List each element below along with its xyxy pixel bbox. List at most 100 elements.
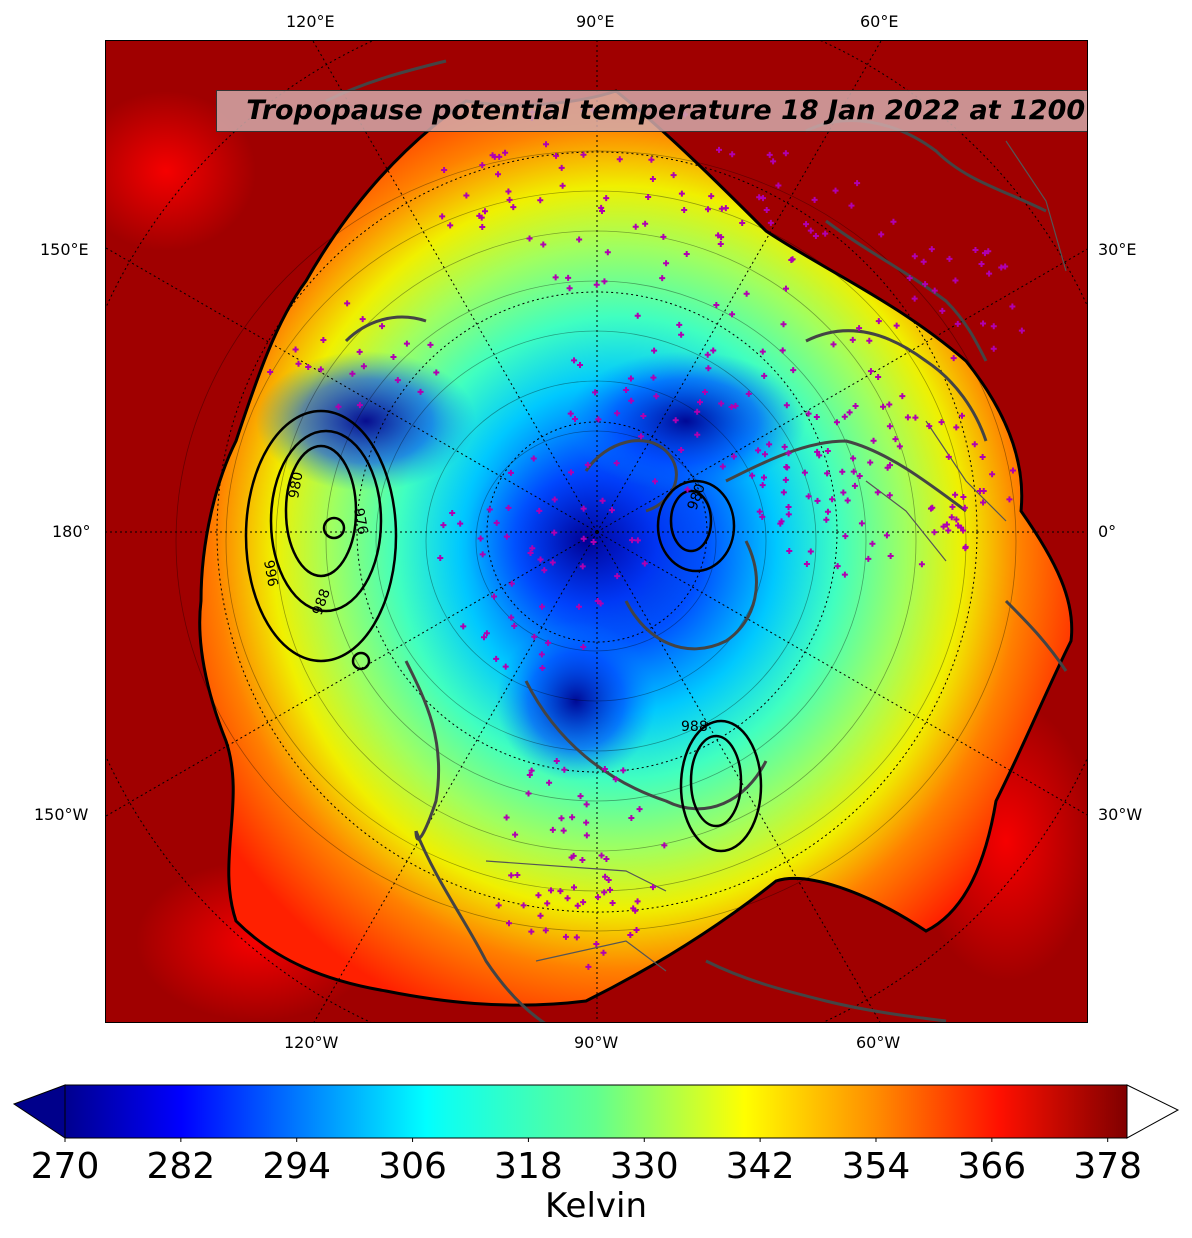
plus-marker-icon xyxy=(537,912,544,919)
plus-marker-icon xyxy=(539,603,546,610)
plus-marker-icon xyxy=(447,222,454,229)
plus-marker-icon xyxy=(1006,496,1013,503)
plus-marker-icon xyxy=(379,323,386,330)
plus-marker-icon xyxy=(602,873,609,880)
plus-marker-icon xyxy=(531,633,538,640)
plus-marker-icon xyxy=(931,529,938,536)
plus-marker-icon xyxy=(506,196,513,203)
plus-marker-icon xyxy=(528,928,535,935)
plus-marker-icon xyxy=(653,393,660,400)
plus-marker-icon xyxy=(478,214,485,221)
lon-label-bottom: 120°W xyxy=(284,1033,339,1052)
plus-marker-icon xyxy=(627,375,634,382)
plus-marker-icon xyxy=(851,482,858,489)
plus-marker-icon xyxy=(834,563,841,570)
plus-marker-icon xyxy=(986,270,993,277)
lon-label-bottom: 60°W xyxy=(856,1033,901,1052)
plus-marker-icon xyxy=(590,539,597,546)
plus-marker-icon xyxy=(705,365,712,372)
plus-marker-icon xyxy=(491,593,498,600)
plus-marker-icon xyxy=(955,522,962,529)
plus-marker-icon xyxy=(440,522,447,529)
plus-marker-icon xyxy=(580,899,587,906)
plus-marker-icon xyxy=(360,363,367,370)
plus-marker-icon xyxy=(633,926,640,933)
plus-marker-icon xyxy=(844,497,851,504)
plus-marker-icon xyxy=(979,453,986,460)
plus-marker-icon xyxy=(906,275,913,282)
plus-marker-icon xyxy=(824,508,831,515)
plus-marker-icon xyxy=(574,902,581,909)
plus-marker-icon xyxy=(759,348,766,355)
plus-marker-icon xyxy=(538,651,545,658)
plus-marker-icon xyxy=(785,504,792,511)
plus-marker-icon xyxy=(684,486,691,493)
plus-marker-icon xyxy=(612,776,619,783)
plus-marker-icon xyxy=(439,213,446,220)
plus-marker-icon xyxy=(571,884,578,891)
plus-marker-icon xyxy=(943,521,950,528)
plus-marker-icon xyxy=(998,264,1005,271)
plus-marker-icon xyxy=(713,301,720,308)
plus-marker-icon xyxy=(715,232,722,239)
plus-marker-icon xyxy=(805,410,812,417)
plus-marker-icon xyxy=(887,462,894,469)
plus-marker-icon xyxy=(929,504,936,511)
plus-marker-icon xyxy=(344,300,351,307)
plus-marker-icon xyxy=(940,523,947,530)
plus-marker-icon xyxy=(620,767,627,774)
plus-marker-icon xyxy=(893,322,900,329)
plus-marker-icon xyxy=(601,766,608,773)
lon-label-right: 0° xyxy=(1098,522,1117,541)
plus-marker-icon xyxy=(694,431,701,438)
plus-marker-icon xyxy=(1018,327,1025,334)
plus-marker-icon xyxy=(483,630,490,637)
plus-marker-icon xyxy=(449,509,456,516)
plus-marker-icon xyxy=(632,907,639,914)
plus-marker-icon xyxy=(745,390,752,397)
plus-marker-icon xyxy=(870,437,877,444)
plus-marker-icon xyxy=(508,580,515,587)
plus-marker-icon xyxy=(320,336,327,343)
plus-marker-icon xyxy=(335,403,342,410)
plus-marker-icon xyxy=(858,520,865,527)
plus-marker-icon xyxy=(576,236,583,243)
plus-marker-icon xyxy=(585,963,592,970)
plus-marker-icon xyxy=(718,234,725,241)
plus-marker-icon xyxy=(918,561,925,568)
colorbar-tick-label: 306 xyxy=(378,1146,447,1187)
plus-marker-icon xyxy=(780,489,787,496)
plus-marker-icon xyxy=(766,441,773,448)
plus-marker-icon xyxy=(605,876,612,883)
plus-marker-icon xyxy=(593,940,600,947)
plus-marker-icon xyxy=(628,397,635,404)
plus-marker-icon xyxy=(613,460,620,467)
plus-marker-icon xyxy=(495,171,502,178)
plus-marker-icon xyxy=(749,472,756,479)
map-panel: 980 976 988 996 980 988 Tropopause poten… xyxy=(105,40,1088,1023)
plus-marker-icon xyxy=(564,895,571,902)
plus-marker-icon xyxy=(786,548,793,555)
plus-marker-icon xyxy=(829,496,836,503)
plus-marker-icon xyxy=(841,571,848,578)
plus-marker-icon xyxy=(600,949,607,956)
plus-marker-icon xyxy=(535,892,542,899)
plus-marker-icon xyxy=(785,511,792,518)
plus-marker-icon xyxy=(460,623,467,630)
plus-marker-icon xyxy=(592,389,599,396)
plus-marker-icon xyxy=(543,141,550,148)
plus-marker-icon xyxy=(867,368,874,375)
pressure-label: 976 xyxy=(350,507,370,536)
plus-marker-icon xyxy=(875,318,882,325)
plus-marker-icon xyxy=(609,899,616,906)
colorbar-tick-label: 318 xyxy=(494,1146,563,1187)
plus-marker-icon xyxy=(890,218,897,225)
plus-marker-icon xyxy=(960,494,967,501)
plus-marker-icon xyxy=(649,176,656,183)
colorbar-gradient xyxy=(64,1084,1128,1139)
plus-marker-icon xyxy=(814,497,821,504)
plus-marker-icon xyxy=(638,433,645,440)
plus-marker-icon xyxy=(562,933,569,940)
plus-marker-icon xyxy=(783,402,790,409)
plus-marker-icon xyxy=(553,758,560,765)
